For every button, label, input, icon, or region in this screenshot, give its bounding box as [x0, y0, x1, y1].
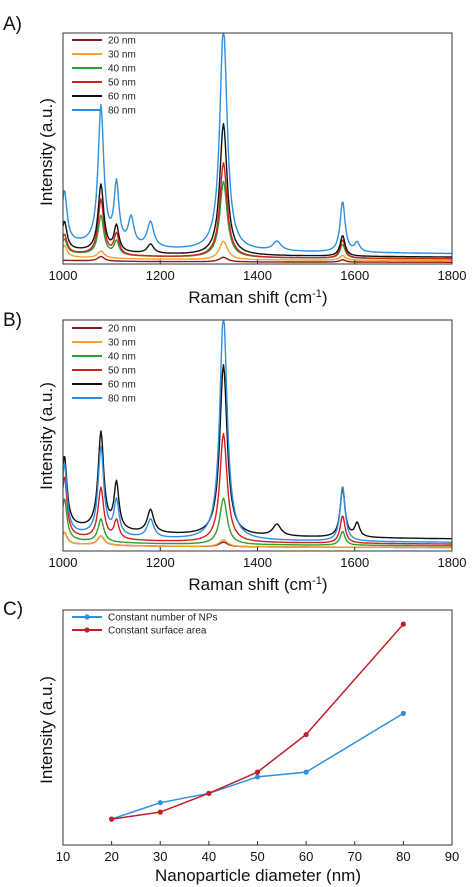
series-line-50-nm [62, 162, 452, 260]
panel-b-ylabel: Intensity (a.u.) [37, 382, 56, 490]
x-tick-label: 1400 [243, 555, 272, 570]
x-tick-label: 70 [348, 849, 362, 864]
x-tick-label: 1600 [340, 555, 369, 570]
series-line-60-nm [62, 122, 452, 258]
panel-a-x-ticks: 1000 1200 1400 1600 1800 [49, 260, 467, 283]
data-point [109, 816, 115, 822]
panel-b-label: B) [3, 310, 22, 331]
panel-b-legend: 20 nm 30 nm 40 nm 50 nm 60 nm 80 nm [72, 324, 136, 405]
panel-c-frame [62, 609, 453, 846]
x-tick-label: 1400 [243, 268, 272, 283]
series-line-50-nm [62, 433, 452, 545]
series-line-80-nm [62, 32, 452, 255]
x-tick-label: 10 [56, 849, 70, 864]
x-tick-label: 60 [299, 849, 313, 864]
data-point [157, 809, 163, 815]
data-point [254, 769, 261, 775]
panel-c-plot [109, 621, 406, 822]
x-tick-label: 1800 [438, 555, 467, 570]
data-point [303, 731, 309, 738]
x-tick-label: 20 [104, 849, 118, 864]
series-line-60-nm [62, 364, 452, 540]
panel-c-legend: Constant number of NPs Constant surface a… [72, 613, 218, 637]
data-point [206, 790, 212, 796]
panel-b: B) Intensity (a.u.) 1000 1200 1400 1600 1800… [3, 310, 466, 594]
panel-a-legend: 20 nm 30 nm 40 nm 50 nm 60 nm 80 nm [72, 36, 136, 117]
x-tick-label: 90 [445, 849, 459, 864]
legend-label: 80 nm [108, 106, 136, 117]
x-tick-label: 1200 [146, 268, 175, 283]
x-tick-label: 1200 [146, 555, 175, 570]
legend-label: 40 nm [108, 352, 136, 363]
panel-a-ylabel: Intensity (a.u.) [37, 98, 56, 206]
x-tick-label: 1000 [49, 268, 78, 283]
x-tick-label: 50 [250, 849, 264, 864]
legend-label: 80 nm [108, 394, 136, 405]
x-tick-label: 30 [153, 849, 167, 864]
panel-b-xlabel: Raman shift (cm-1) [188, 575, 327, 594]
series-line-30-nm [62, 531, 452, 549]
legend-label: 20 nm [108, 36, 136, 47]
panel-c-label: C) [3, 599, 23, 620]
panel-c: C) Intensity (a.u.) 10 20 30 40 50 60 70 80 90 N… [3, 599, 459, 885]
legend-label: 30 nm [108, 338, 136, 349]
legend-label: 60 nm [108, 380, 136, 391]
data-point [400, 621, 406, 627]
legend-marker [84, 614, 90, 620]
legend-marker [84, 627, 90, 633]
legend-label: 50 nm [108, 78, 136, 89]
data-point [157, 800, 163, 806]
x-tick-label: 1800 [438, 268, 467, 283]
legend-label: 30 nm [108, 50, 136, 61]
x-tick-label: 40 [202, 849, 216, 864]
data-point [303, 769, 309, 775]
series-line-80-nm [62, 319, 452, 543]
panel-a-xlabel: Raman shift (cm-1) [188, 288, 327, 307]
panel-a-plot [62, 32, 452, 263]
legend-label: 40 nm [108, 64, 136, 75]
series-line-30-nm [62, 240, 452, 262]
panel-c-x-ticks: 10 20 30 40 50 60 70 80 90 [56, 841, 459, 864]
series-line-constant-surface-area [111, 623, 404, 820]
data-point [400, 710, 406, 717]
panel-a-label: A) [3, 14, 22, 35]
x-tick-label: 1000 [49, 555, 78, 570]
legend-label: Constant surface area [108, 626, 207, 637]
legend-label: Constant number of NPs [108, 613, 218, 624]
panel-b-x-ticks: 1000 1200 1400 1600 1800 [49, 547, 467, 570]
x-tick-label: 80 [396, 849, 410, 864]
data-point [254, 774, 261, 780]
x-tick-label: 1600 [340, 268, 369, 283]
series-line-40-nm [62, 497, 452, 547]
legend-label: 20 nm [108, 324, 136, 335]
legend-label: 50 nm [108, 366, 136, 377]
panel-b-plot [62, 319, 452, 549]
panel-c-ylabel: Intensity (a.u.) [37, 676, 56, 784]
series-line-constant-number-of-nps [111, 712, 404, 820]
panel-c-xlabel: Nanoparticle diameter (nm) [155, 866, 361, 885]
legend-label: 60 nm [108, 92, 136, 103]
panel-a: A) Intensity (a.u.) 1000 1200 1400 1600 1800… [3, 14, 466, 307]
